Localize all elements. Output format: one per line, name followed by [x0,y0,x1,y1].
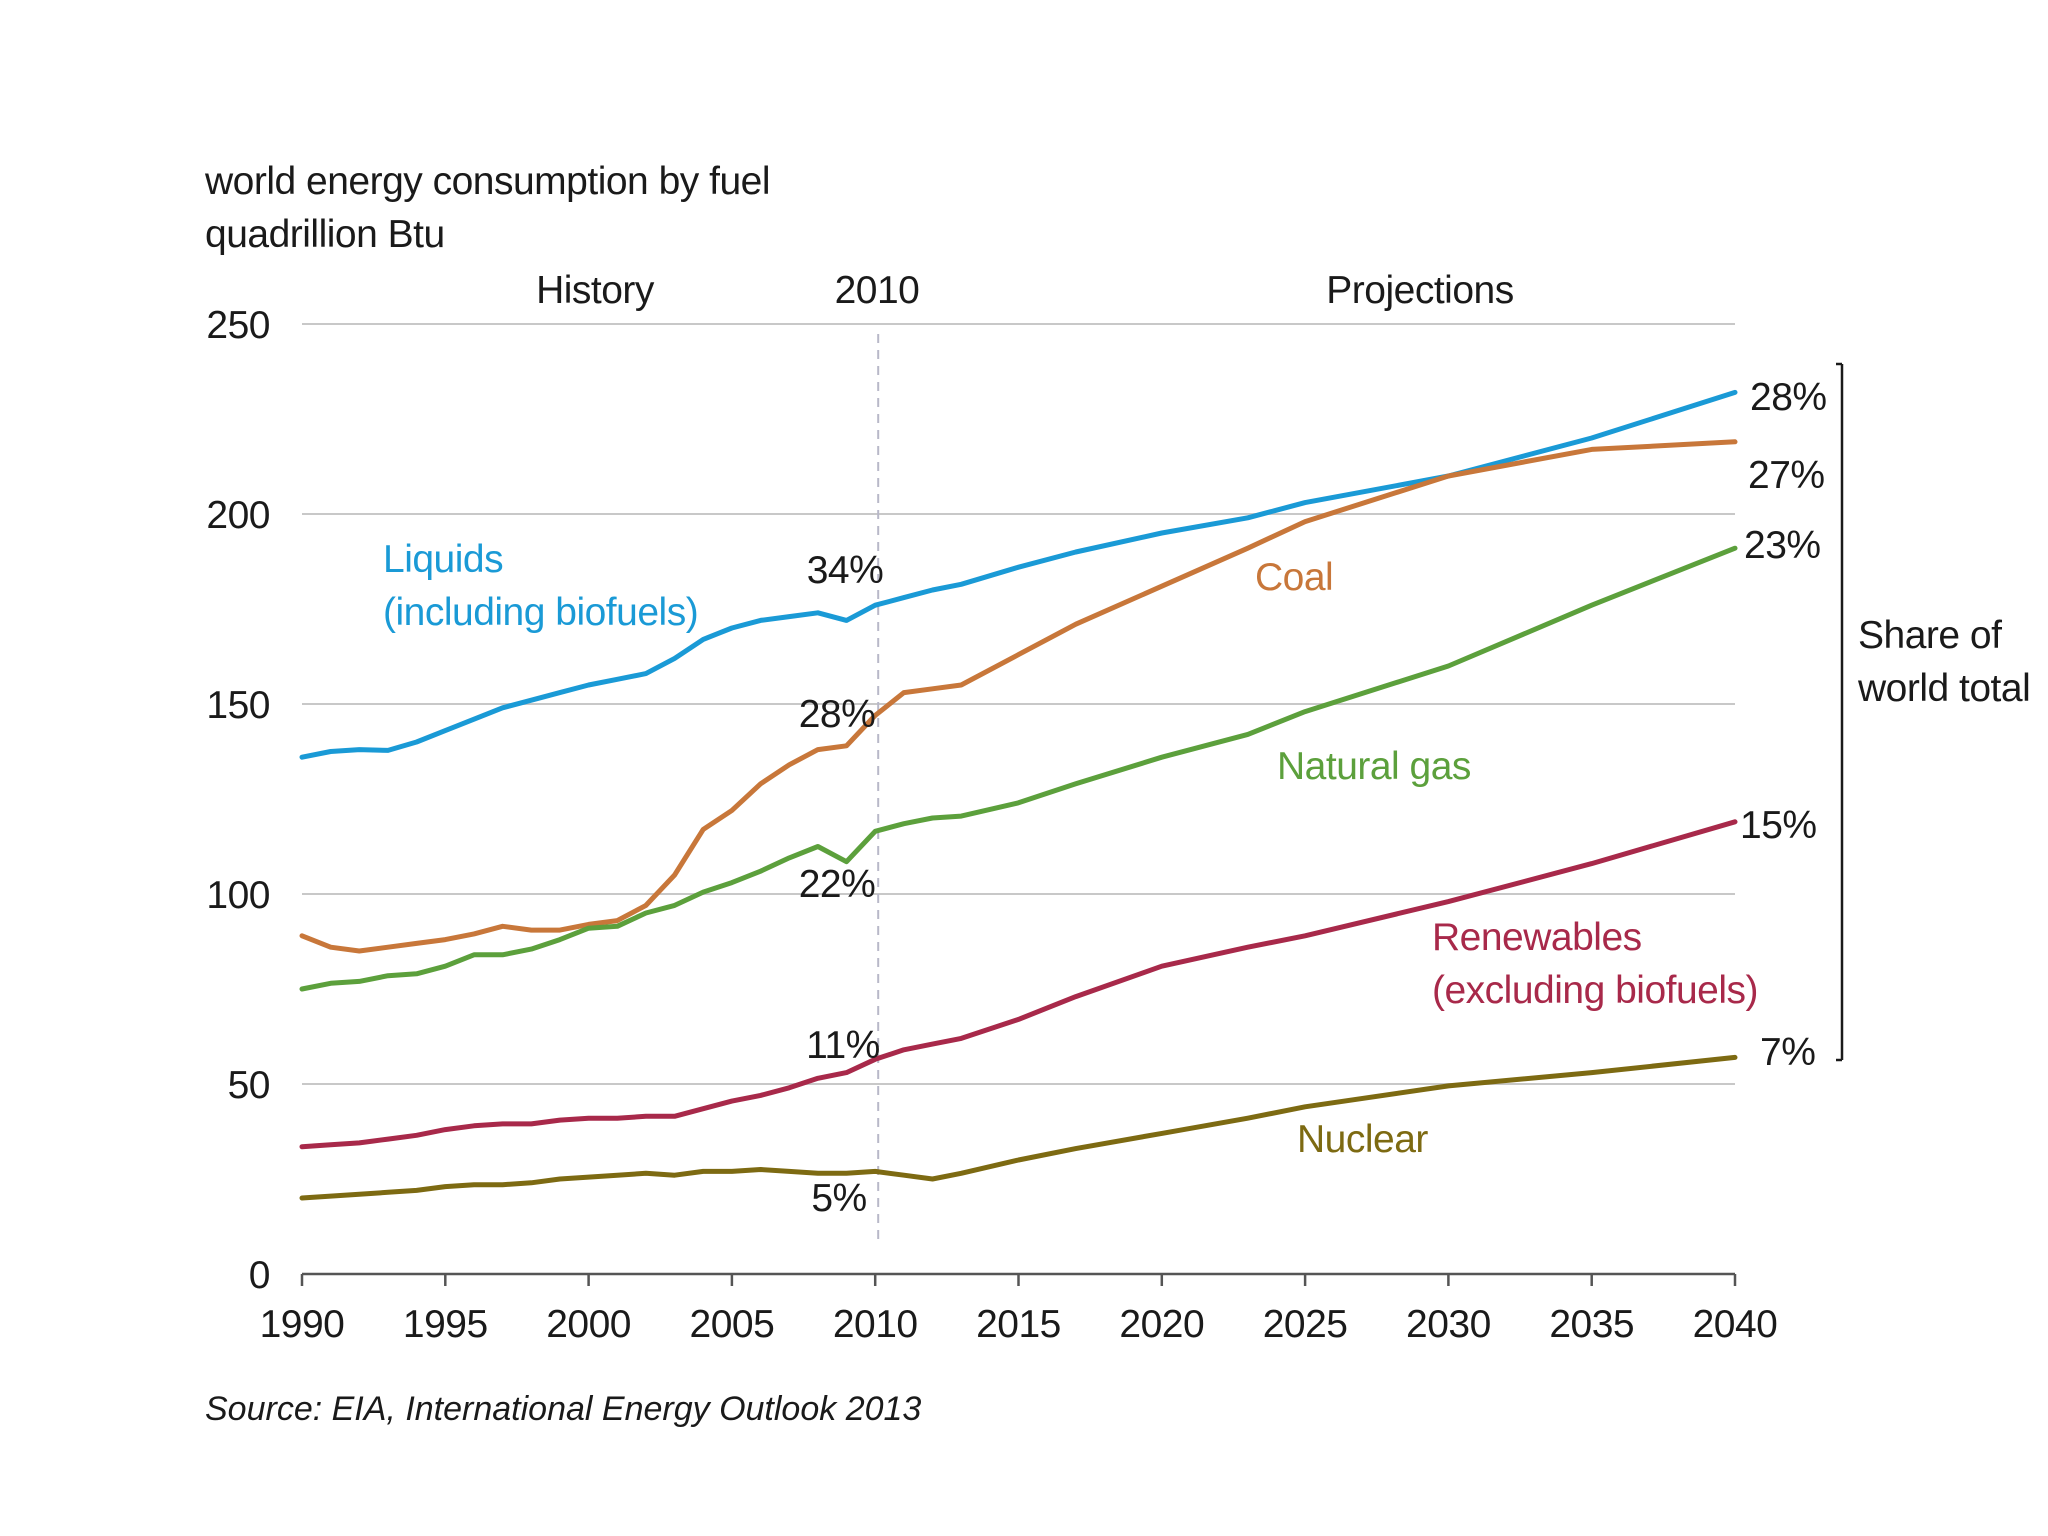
share-2040-label-0: 28% [1750,376,1827,419]
x-tick-label-2020: 2020 [1119,1303,1204,1346]
share-2040-label-2: 23% [1744,524,1821,567]
source-note: Source: EIA, International Energy Outloo… [205,1390,922,1428]
x-tick-label-2000: 2000 [546,1303,631,1346]
x-tick-label-2030: 2030 [1406,1303,1491,1346]
x-tick-label-2035: 2035 [1549,1303,1634,1346]
x-tick-label-1995: 1995 [403,1303,488,1346]
share-2040-label-1: 27% [1748,454,1825,497]
share-2010-label-3: 11% [806,1024,880,1067]
share-2010-label-1: 28% [799,693,876,736]
series-line-3 [299,819,1738,1150]
share-2010-label-0: 34% [807,549,884,592]
divider-year-label: 2010 [835,269,920,312]
history-label: History [536,269,655,312]
series-label-0-line-0: Liquids [383,538,503,581]
series-label-4-line-0: Nuclear [1297,1118,1428,1161]
x-tick-label-1990: 1990 [260,1303,345,1346]
x-tick-label-2025: 2025 [1263,1303,1348,1346]
share-2010-label-2: 22% [799,863,876,906]
chart-units: quadrillion Btu [205,213,445,256]
series-line-1 [299,439,1738,954]
y-tick-label-0: 0 [249,1254,270,1297]
share-2010-label-4: 5% [811,1177,866,1220]
y-tick-label-250: 250 [206,304,270,347]
projections-label: Projections [1326,269,1513,312]
series-label-2-line-0: Natural gas [1277,745,1471,788]
share-2040-label-4: 7% [1760,1031,1815,1074]
y-tick-label-100: 100 [206,874,270,917]
series-line-2 [299,545,1738,992]
share-of-world-total-label-line-1: world total [1857,667,2030,710]
x-tick-label-2040: 2040 [1693,1303,1778,1346]
x-tick-label-2015: 2015 [976,1303,1061,1346]
y-tick-label-50: 50 [228,1064,270,1107]
y-tick-label-200: 200 [206,494,270,537]
x-tick-label-2010: 2010 [833,1303,918,1346]
y-tick-label-150: 150 [206,684,270,727]
chart-title: world energy consumption by fuel [205,160,770,203]
share-2040-label-3: 15% [1740,804,1817,847]
series-label-0-line-1: (including biofuels) [383,591,698,634]
share-of-world-total-label-line-0: Share of [1858,614,2002,657]
series-label-3-line-1: (excluding biofuels) [1432,969,1758,1012]
x-tick-label-2005: 2005 [690,1303,775,1346]
series-label-1-line-0: Coal [1255,556,1333,599]
series-label-3-line-0: Renewables [1432,916,1642,959]
series-line-0 [299,389,1738,760]
series-line-4 [299,1054,1738,1201]
